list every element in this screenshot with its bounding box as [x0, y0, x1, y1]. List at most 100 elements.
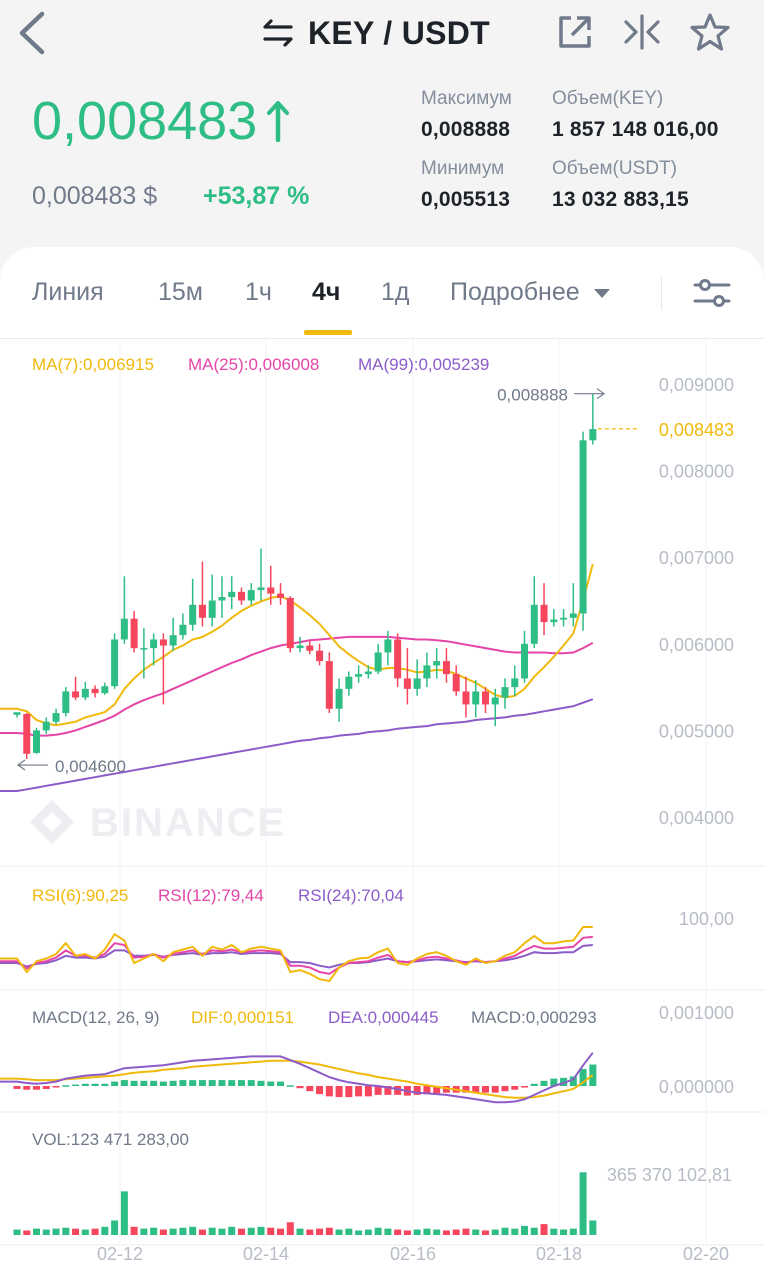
volume-bar [277, 1228, 285, 1235]
candle-body [384, 639, 392, 653]
macd-histogram-bar [355, 1086, 363, 1097]
candle-body [413, 678, 421, 689]
macd-histogram-bar [530, 1083, 538, 1086]
volume-bar [42, 1229, 50, 1235]
candle-body [42, 721, 50, 731]
volume-bar [325, 1227, 333, 1235]
volume-bar [72, 1228, 80, 1235]
volume-bar [335, 1229, 343, 1235]
macd-histogram-bar [481, 1086, 489, 1093]
external-link-icon[interactable] [555, 12, 595, 52]
candle [403, 648, 411, 705]
volume-bar [511, 1228, 519, 1235]
macd-tick-label-0: 0,001000 [659, 1003, 734, 1023]
candle-body [33, 730, 41, 753]
volume-bar [579, 1172, 587, 1235]
volume-bar [296, 1228, 304, 1235]
candle [277, 583, 285, 605]
low-value: 0,005513 [421, 188, 511, 211]
candle [530, 576, 538, 649]
low-label: Минимум [421, 158, 505, 179]
candle-body [218, 597, 226, 601]
y-tick-label-0: 0,009000 [659, 375, 734, 395]
candle [237, 587, 245, 605]
ma99-line [0, 698, 594, 792]
candle-body [159, 639, 167, 646]
macd-histogram-bar [237, 1080, 245, 1086]
tab-line[interactable]: Линия [32, 278, 104, 306]
macd-histogram-bar [247, 1080, 255, 1086]
rsi24-legend: RSI(24):70,04 [298, 886, 404, 905]
candle [550, 609, 558, 627]
candle-body [296, 645, 304, 649]
volume-bar [23, 1230, 31, 1235]
candle-body [501, 687, 509, 698]
ma99-legend: MA(99):0,005239 [358, 355, 489, 374]
candle-body [179, 624, 187, 636]
volume-bar [530, 1227, 538, 1235]
macd-histogram-bar [23, 1086, 31, 1090]
candle-body [91, 688, 99, 694]
candle [511, 665, 519, 696]
candle-body [364, 671, 372, 675]
candle [81, 681, 89, 701]
macd-histogram-bar [140, 1080, 148, 1086]
macd-histogram-bar [42, 1086, 50, 1089]
y-tick-label-4: 0,005000 [659, 721, 734, 741]
candle-body [208, 600, 216, 618]
candle-body [140, 648, 148, 650]
candle [413, 659, 421, 696]
candle-body [62, 691, 70, 714]
volume-quote-label: Объем(USDT) [552, 158, 677, 179]
high-label: Максимум [421, 88, 512, 109]
candle [589, 393, 597, 445]
y-tick-label-2: 0,007000 [659, 548, 734, 568]
candle-body [540, 604, 548, 623]
volume-bar [286, 1222, 294, 1235]
volume-bar [179, 1227, 187, 1235]
volume-bar [198, 1229, 206, 1235]
x-tick-label-3: 02-18 [536, 1244, 582, 1264]
volume-bar [62, 1227, 70, 1235]
macd-histogram-bar [72, 1084, 80, 1087]
macd-dif-legend: DIF:0,000151 [191, 1008, 294, 1027]
candle [286, 596, 294, 653]
macd-histogram-bar [462, 1086, 470, 1093]
tabs-divider [0, 338, 764, 339]
macd-histogram-bar [501, 1086, 509, 1092]
candle [33, 727, 41, 754]
macd-histogram-bar [159, 1081, 167, 1086]
candle [257, 548, 265, 601]
volume-bar [111, 1220, 119, 1235]
macd-histogram-bar [101, 1083, 109, 1086]
volume-bar [413, 1229, 421, 1235]
candle [579, 431, 587, 631]
candle-body [277, 593, 285, 598]
tab-more[interactable]: Подробнее [450, 278, 611, 307]
split-view-icon[interactable] [622, 12, 662, 52]
macd-histogram-bar [569, 1076, 577, 1086]
candle-body [247, 590, 255, 601]
macd-histogram-bar [316, 1086, 324, 1095]
tab-1d[interactable]: 1д [381, 278, 410, 306]
candle-body [169, 635, 177, 646]
star-icon[interactable] [690, 12, 730, 52]
volume-bar [472, 1229, 480, 1235]
pair-selector[interactable]: KEY / USDT [262, 12, 490, 54]
sliders-icon[interactable] [692, 276, 732, 310]
macd-params-legend: MACD(12, 26, 9) [32, 1008, 160, 1027]
macd-histogram-bar [277, 1081, 285, 1086]
volume-bar [33, 1228, 41, 1235]
macd-histogram-bar [306, 1086, 314, 1092]
tab-4h[interactable]: 4ч [312, 278, 341, 306]
price-chart[interactable]: BINANCE 0,009000 0,008000 0,007000 0,006000… [0, 339, 764, 1280]
candle [189, 578, 197, 631]
candle [23, 713, 31, 759]
candle-body [442, 661, 450, 675]
tab-1h[interactable]: 1ч [245, 278, 272, 306]
candle-body [81, 688, 89, 698]
volume-bar [589, 1220, 597, 1235]
high-marker-label: 0,008888 [497, 386, 568, 405]
tab-15m[interactable]: 15м [158, 278, 203, 306]
back-arrow-icon[interactable] [14, 10, 50, 56]
